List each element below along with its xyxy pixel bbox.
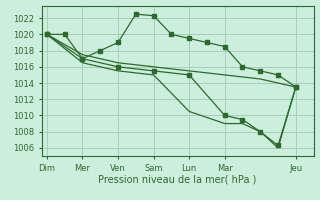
X-axis label: Pression niveau de la mer( hPa ): Pression niveau de la mer( hPa ) bbox=[99, 174, 257, 184]
